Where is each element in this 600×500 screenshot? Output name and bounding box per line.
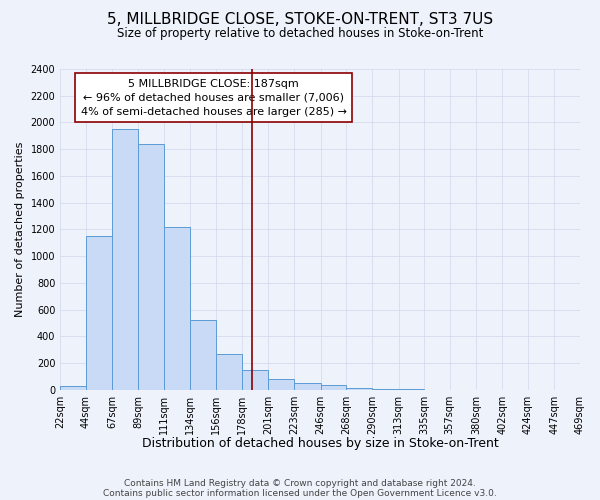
Bar bbox=[320, 384, 346, 390]
Bar bbox=[138, 144, 164, 390]
Bar bbox=[112, 129, 138, 390]
Y-axis label: Number of detached properties: Number of detached properties bbox=[15, 142, 25, 317]
Bar bbox=[60, 386, 86, 390]
Bar bbox=[216, 354, 242, 390]
X-axis label: Distribution of detached houses by size in Stoke-on-Trent: Distribution of detached houses by size … bbox=[142, 437, 499, 450]
Bar bbox=[372, 388, 398, 390]
Text: 5, MILLBRIDGE CLOSE, STOKE-ON-TRENT, ST3 7US: 5, MILLBRIDGE CLOSE, STOKE-ON-TRENT, ST3… bbox=[107, 12, 493, 28]
Bar bbox=[294, 384, 320, 390]
Bar bbox=[164, 227, 190, 390]
Text: Contains HM Land Registry data © Crown copyright and database right 2024.: Contains HM Land Registry data © Crown c… bbox=[124, 478, 476, 488]
Bar bbox=[190, 320, 216, 390]
Bar bbox=[346, 388, 372, 390]
Bar bbox=[86, 236, 112, 390]
Text: Size of property relative to detached houses in Stoke-on-Trent: Size of property relative to detached ho… bbox=[117, 28, 483, 40]
Text: Contains public sector information licensed under the Open Government Licence v3: Contains public sector information licen… bbox=[103, 488, 497, 498]
Bar bbox=[268, 380, 294, 390]
Text: 5 MILLBRIDGE CLOSE: 187sqm
← 96% of detached houses are smaller (7,006)
4% of se: 5 MILLBRIDGE CLOSE: 187sqm ← 96% of deta… bbox=[80, 78, 347, 116]
Bar bbox=[242, 370, 268, 390]
